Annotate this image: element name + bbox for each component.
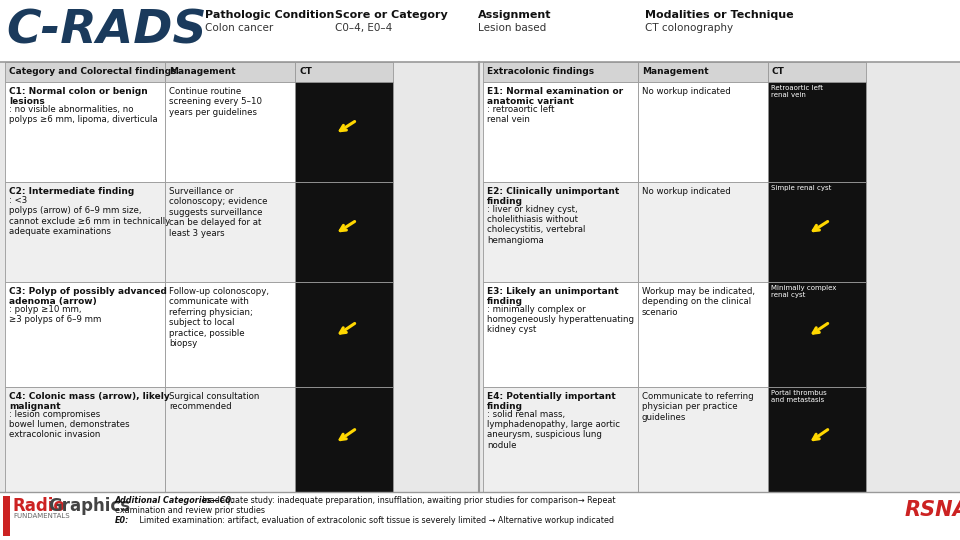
Bar (3, 496, 10, 536)
Text: Colon cancer: Colon cancer (205, 23, 274, 33)
Bar (483, 387, 638, 495)
Text: FUNDAMENTALS: FUNDAMENTALS (13, 513, 70, 519)
Text: Simple renal cyst: Simple renal cyst (771, 185, 831, 191)
Text: CT colonography: CT colonography (645, 23, 733, 33)
Text: E2: Clinically unimportant
finding: E2: Clinically unimportant finding (487, 187, 619, 206)
Text: : solid renal mass,
lymphadenopathy, large aortic
aneurysm, suspicious lung
nodu: : solid renal mass, lymphadenopathy, lar… (487, 409, 620, 450)
Text: C1: Normal colon or benign
lesions: C1: Normal colon or benign lesions (9, 87, 148, 106)
Text: Radio: Radio (13, 497, 66, 515)
Bar (638, 387, 768, 495)
Bar (638, 62, 768, 82)
Bar (768, 182, 866, 282)
Text: E3: Likely an unimportant
finding: E3: Likely an unimportant finding (487, 287, 618, 306)
Text: : minimally complex or
homogeneously hyperattenuating
kidney cyst: : minimally complex or homogeneously hyp… (487, 305, 634, 334)
Bar (295, 387, 393, 495)
Bar (5, 282, 165, 387)
Text: E4: Potentially important
finding: E4: Potentially important finding (487, 392, 615, 411)
Bar (165, 182, 295, 282)
Text: : retroaortic left
renal vein: : retroaortic left renal vein (487, 105, 555, 124)
Text: E1: Normal examination or
anatomic variant: E1: Normal examination or anatomic varia… (487, 87, 623, 106)
Text: No workup indicated: No workup indicated (642, 87, 731, 96)
Text: Modalities or Technique: Modalities or Technique (645, 10, 794, 20)
Bar (295, 182, 393, 282)
Text: E0:: E0: (115, 516, 130, 525)
Text: Score or Category: Score or Category (335, 10, 447, 20)
Text: Continue routine
screening every 5–10
years per guidelines: Continue routine screening every 5–10 ye… (169, 87, 262, 117)
Bar (483, 62, 638, 82)
Text: Surveillance or
colonoscopy; evidence
suggests surveillance
can be delayed for a: Surveillance or colonoscopy; evidence su… (169, 187, 268, 238)
Text: Surgical consultation
recommended: Surgical consultation recommended (169, 392, 259, 411)
Bar (768, 282, 866, 387)
Text: Lesion based: Lesion based (478, 23, 546, 33)
Bar (165, 82, 295, 182)
Text: Management: Management (642, 68, 708, 77)
Text: Follow-up colonoscopy,
communicate with
referring physician;
subject to local
pr: Follow-up colonoscopy, communicate with … (169, 287, 269, 348)
Bar (768, 387, 866, 495)
Text: Minimally complex
renal cyst: Minimally complex renal cyst (771, 285, 836, 298)
Bar (5, 62, 165, 82)
Text: CT: CT (772, 68, 785, 77)
Text: C3: Polyp of possibly advanced
adenoma (arrow): C3: Polyp of possibly advanced adenoma (… (9, 287, 167, 306)
Bar (295, 62, 393, 82)
Text: C4: Colonic mass (arrow), likely
malignant: C4: Colonic mass (arrow), likely maligna… (9, 392, 170, 411)
Text: : lesion compromises
bowel lumen, demonstrates
extracolonic invasion: : lesion compromises bowel lumen, demons… (9, 409, 130, 440)
Text: No workup indicated: No workup indicated (642, 187, 731, 196)
Text: Limited examination: artifact, evaluation of extracolonic soft tissue is severel: Limited examination: artifact, evaluatio… (137, 516, 614, 525)
Text: Workup may be indicated,
depending on the clinical
scenario: Workup may be indicated, depending on th… (642, 287, 755, 317)
Text: Extracolonic findings: Extracolonic findings (487, 68, 594, 77)
Bar (768, 62, 866, 82)
Bar (295, 82, 393, 182)
Text: examination and review prior studies: examination and review prior studies (115, 506, 265, 515)
Bar (768, 82, 866, 182)
Text: C0–4, E0–4: C0–4, E0–4 (335, 23, 393, 33)
Bar (5, 182, 165, 282)
Text: Category and Colorectal findings: Category and Colorectal findings (9, 68, 177, 77)
Bar (638, 282, 768, 387)
Bar (483, 82, 638, 182)
Bar (165, 282, 295, 387)
Text: : <3
polyps (arrow) of 6–9 mm size,
cannot exclude ≥6 mm in technically
adequate: : <3 polyps (arrow) of 6–9 mm size, cann… (9, 196, 170, 236)
Text: Retroaortic left
renal vein: Retroaortic left renal vein (771, 85, 823, 98)
Text: Inadequate study: inadequate preparation, insufflation, awaiting prior studies f: Inadequate study: inadequate preparation… (200, 496, 615, 505)
Bar (295, 282, 393, 387)
Text: C-RADS: C-RADS (6, 8, 206, 53)
Bar (638, 82, 768, 182)
Text: C2: Intermediate finding: C2: Intermediate finding (9, 187, 134, 196)
Bar (165, 62, 295, 82)
Text: Management: Management (169, 68, 235, 77)
Text: Additional Categories—C0:: Additional Categories—C0: (115, 496, 235, 505)
Bar (0, 0, 960, 62)
Bar (483, 182, 638, 282)
Text: RSNA: RSNA (905, 500, 960, 520)
Text: Portal thrombus
and metastasis: Portal thrombus and metastasis (771, 390, 827, 403)
Bar (483, 282, 638, 387)
Bar (5, 82, 165, 182)
Text: : liver or kidney cyst,
cholelithiasis without
cholecystitis, vertebral
hemangio: : liver or kidney cyst, cholelithiasis w… (487, 205, 586, 245)
Text: Communicate to referring
physician per practice
guidelines: Communicate to referring physician per p… (642, 392, 754, 422)
Text: : no visible abnormalities, no
polyps ≥6 mm, lipoma, diverticula: : no visible abnormalities, no polyps ≥6… (9, 105, 157, 124)
Bar (165, 387, 295, 495)
Text: : polyp ≥10 mm,
≥3 polyps of 6–9 mm: : polyp ≥10 mm, ≥3 polyps of 6–9 mm (9, 305, 102, 324)
Text: Graphics: Graphics (48, 497, 131, 515)
Bar (638, 182, 768, 282)
Bar (5, 387, 165, 495)
Bar (0, 492, 960, 540)
Text: CT: CT (299, 68, 312, 77)
Text: Assignment: Assignment (478, 10, 551, 20)
Text: Pathologic Condition: Pathologic Condition (205, 10, 334, 20)
